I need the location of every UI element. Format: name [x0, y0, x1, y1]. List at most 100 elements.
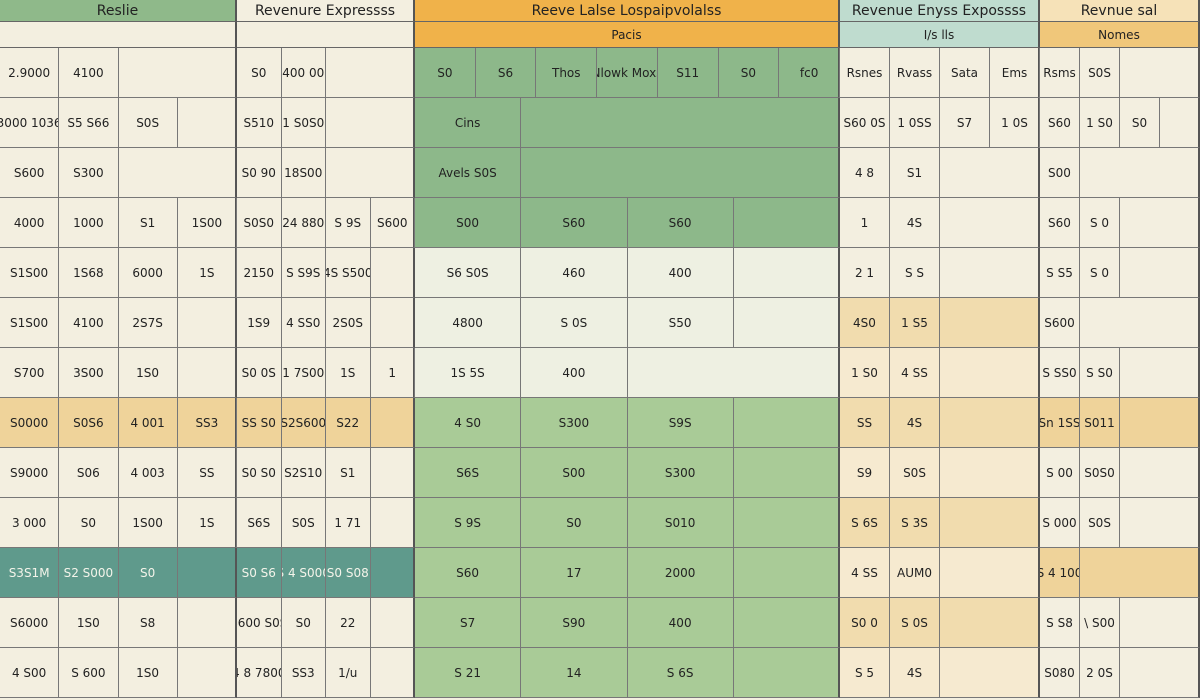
table-cell: S06	[59, 448, 119, 498]
table-cell: SS S0	[237, 398, 282, 448]
table-cell: S6S	[415, 448, 522, 498]
table-cell: S9000	[0, 448, 60, 498]
table-cell: S0 90	[237, 148, 282, 198]
table-row	[840, 348, 1040, 398]
table-row	[1040, 348, 1200, 398]
table-cell: S0S	[1080, 498, 1120, 548]
table-cell: S 600	[59, 648, 119, 698]
table-row	[415, 498, 840, 548]
table-cell: 17	[521, 548, 628, 598]
table-cell: S6	[476, 48, 537, 98]
table-cell: 1 S0S0	[282, 98, 326, 148]
table-cell: fc0	[779, 48, 840, 98]
table-cell: 1S	[178, 248, 237, 298]
table-cell: 1 S5	[890, 298, 940, 348]
table-cell: S0	[237, 48, 282, 98]
table-cell: S 6S	[628, 648, 734, 698]
table-cell: S5 S66	[59, 98, 119, 148]
table-cell: 4S	[890, 198, 940, 248]
table-cell: SS3	[178, 398, 237, 448]
panel-subheader	[237, 22, 415, 48]
table-row	[415, 598, 840, 648]
panel-header: Reeve Lalse Lospaipvolalss	[415, 0, 840, 22]
table-row	[237, 298, 415, 348]
table-cell: S0S	[119, 98, 178, 148]
table-cell: 2 1	[840, 248, 890, 298]
panel-subheader: Nomes	[1040, 22, 1200, 48]
table-cell: 4 8 7800	[237, 648, 282, 698]
table-cell: Rvass	[890, 48, 940, 98]
table-cell: S0 S6	[237, 548, 282, 598]
table-cell: S0	[719, 48, 780, 98]
table-row	[415, 298, 840, 348]
table-cell: 1	[840, 198, 890, 248]
table-cell: Avels S0S	[415, 148, 522, 198]
table-cell: S6S	[237, 498, 282, 548]
table-cell: 1S68	[59, 248, 119, 298]
table-cell: S080	[1040, 648, 1080, 698]
table-cell: S60	[628, 198, 734, 248]
table-cell: S 6S	[840, 498, 890, 548]
table-cell: 4000	[0, 198, 60, 248]
table-cell: 4 8	[840, 148, 890, 198]
table-row	[840, 598, 1040, 648]
table-cell: S0 0	[840, 598, 890, 648]
table-cell: 4 001	[119, 398, 178, 448]
table-cell: S60	[1040, 198, 1080, 248]
table-cell: S2S600	[282, 398, 326, 448]
table-row	[237, 448, 415, 498]
table-cell: 4100	[59, 298, 119, 348]
table-cell: S9S	[628, 398, 734, 448]
table-cell: 2000	[628, 548, 734, 598]
table-cell: S0 S08	[326, 548, 371, 598]
table-row	[840, 198, 1040, 248]
table-cell: 4S S500	[326, 248, 371, 298]
table-cell: S0	[282, 598, 326, 648]
table-cell: S0	[1120, 98, 1160, 148]
table-cell: S0S0	[237, 198, 282, 248]
table-cell: 4800	[415, 298, 522, 348]
table-row	[237, 548, 415, 598]
table-cell: S600	[0, 148, 60, 198]
table-cell: S 00	[1040, 448, 1080, 498]
table-cell: S0 S0	[237, 448, 282, 498]
panel-header: Reslie	[0, 0, 237, 22]
table-cell: S 9S	[415, 498, 522, 548]
table-cell: 3S00	[59, 348, 119, 398]
table-cell: S1S00	[0, 298, 60, 348]
table-cell: S300	[521, 398, 628, 448]
table-row	[840, 648, 1040, 698]
table-row	[415, 98, 840, 148]
table-cell: 4S	[890, 398, 940, 448]
table-row	[237, 498, 415, 548]
table-row	[415, 648, 840, 698]
table-cell: S60 0S	[840, 98, 890, 148]
table-cell: S0S	[890, 448, 940, 498]
table-cell: S600	[1040, 298, 1080, 348]
table-row	[1040, 398, 1200, 448]
table-cell: S011	[1080, 398, 1120, 448]
table-cell: 1 7S00	[282, 348, 326, 398]
table-row	[415, 548, 840, 598]
table-row	[0, 548, 237, 598]
table-row	[840, 98, 1040, 148]
table-row	[0, 248, 237, 298]
table-cell: S 4 100	[1040, 548, 1080, 598]
table-cell: S0	[59, 498, 119, 548]
table-cell: 400	[628, 598, 734, 648]
table-cell: 1 S0	[840, 348, 890, 398]
table-cell: AUM0	[890, 548, 940, 598]
table-cell: Sn 1SS	[1040, 398, 1080, 448]
table-cell: S 0S	[890, 598, 940, 648]
table-cell: S60	[1040, 98, 1080, 148]
table-cell: S600	[371, 198, 415, 248]
panel-subheader: I/s lls	[840, 22, 1040, 48]
table-cell: 4 SS	[840, 548, 890, 598]
table-cell: 1S	[326, 348, 371, 398]
table-cell: S010	[628, 498, 734, 548]
table-cell: 6000	[119, 248, 178, 298]
table-cell: Cins	[415, 98, 522, 148]
table-cell: SS	[840, 398, 890, 448]
table-row	[237, 198, 415, 248]
table-cell: S6000	[0, 598, 60, 648]
